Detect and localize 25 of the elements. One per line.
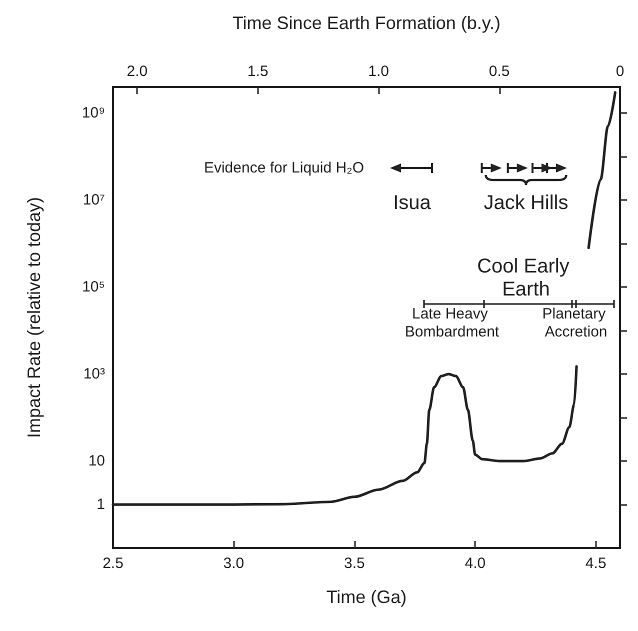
y-tick-label: 1 xyxy=(96,496,105,514)
annotation: Jack Hills xyxy=(484,192,568,214)
annotation: Planetary Accretion xyxy=(542,306,610,340)
y-tick-label: 10 xyxy=(88,452,105,470)
x-axis-title: Time (Ga) xyxy=(326,587,407,607)
y-tick-label: 10⁵ xyxy=(82,278,105,296)
y-tick-label: 10⁹ xyxy=(82,104,105,122)
x-tick-label: 4.0 xyxy=(464,555,486,572)
y-tick-label: 10³ xyxy=(83,366,105,383)
x2-tick-label: 0.5 xyxy=(488,63,510,80)
x2-tick-label: 0 xyxy=(616,63,624,80)
x2-tick-label: 1.0 xyxy=(368,63,389,80)
x-tick-label: 3.0 xyxy=(223,555,244,572)
x2-tick-label: 2.0 xyxy=(126,63,148,80)
x2-tick-label: 1.5 xyxy=(247,63,268,80)
annotation: Cool Early Earth xyxy=(477,256,575,300)
annotation: Late Heavy Bombardment xyxy=(404,306,500,340)
x-tick-label: 3.5 xyxy=(344,555,365,572)
y-axis-title: Impact Rate (relative to today) xyxy=(24,196,44,438)
x2-axis-title: Time Since Earth Formation (b.y.) xyxy=(232,13,501,33)
annotation: Isua xyxy=(393,192,432,214)
y-tick-label: 10⁷ xyxy=(82,192,105,209)
x-tick-label: 4.5 xyxy=(585,555,606,572)
x-tick-label: 2.5 xyxy=(102,555,124,572)
annotation: Evidence for Liquid H₂O xyxy=(204,160,364,176)
